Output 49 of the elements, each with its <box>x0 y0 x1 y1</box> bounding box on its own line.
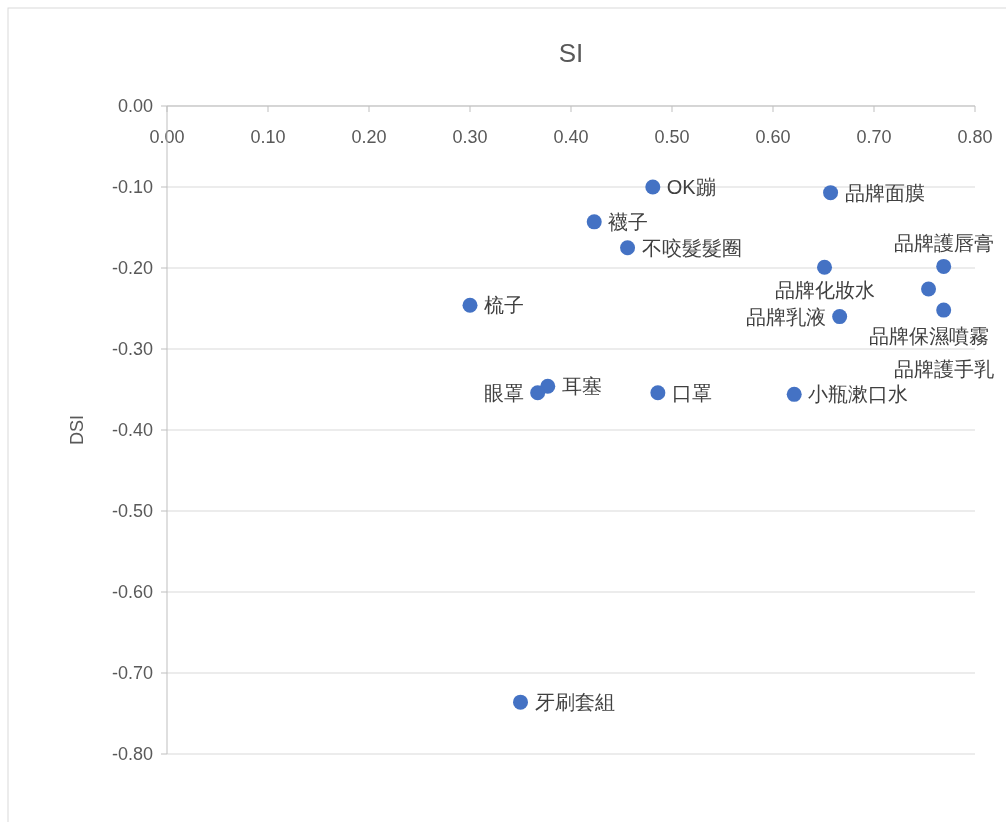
x-tick-label: 0.70 <box>856 127 892 147</box>
annotation: 眼罩 <box>483 381 524 404</box>
y-axis-title: DSI <box>67 414 87 446</box>
point <box>620 240 636 256</box>
point <box>650 385 666 401</box>
point <box>817 259 833 275</box>
y-tick-label: -0.80 <box>111 744 153 764</box>
y-tick-label: -0.70 <box>111 663 153 683</box>
annotation: 耳塞 <box>561 375 602 398</box>
annotation: 不咬髮髮圈 <box>641 236 742 259</box>
x-tick-label: 0.80 <box>957 127 993 147</box>
point <box>586 214 602 230</box>
x-tick-label: 0.20 <box>351 127 387 147</box>
y-tick-label: -0.10 <box>111 177 153 197</box>
point <box>936 302 952 318</box>
annotation: 梳子 <box>484 294 524 317</box>
y-tick-label: -0.50 <box>111 501 153 521</box>
point <box>832 309 848 325</box>
point <box>462 297 478 313</box>
y-tick-label: -0.40 <box>111 420 153 440</box>
x-tick-label: 0.60 <box>755 127 791 147</box>
annotation: 品牌護唇膏 <box>893 232 994 255</box>
point <box>936 258 952 274</box>
annotation: 品牌乳液 <box>745 305 826 328</box>
annotation: 牙刷套組 <box>534 691 615 714</box>
annotation: 品牌保濕噴霧 <box>868 325 989 348</box>
y-tick-label: 0.00 <box>117 96 153 116</box>
x-tick-label: 0.30 <box>452 127 488 147</box>
annotation: 小瓶漱口水 <box>808 383 909 406</box>
annotation: 品牌護手乳 <box>893 358 994 381</box>
point <box>530 385 546 401</box>
point <box>645 179 661 195</box>
point <box>513 694 528 710</box>
y-tick-label: -0.20 <box>111 258 153 278</box>
x-tick-label: 0.00 <box>149 127 185 147</box>
y-tick-label: -0.60 <box>111 582 153 602</box>
point <box>921 281 937 297</box>
annotation: 品牌面膜 <box>844 181 925 204</box>
annotation: 襪子 <box>608 210 649 233</box>
point <box>786 386 802 402</box>
point <box>823 185 839 201</box>
x-tick-label: 0.10 <box>250 127 286 147</box>
x-tick-label: 0.50 <box>654 127 690 147</box>
chart-title: SI <box>558 38 584 68</box>
annotation: OK蹦 <box>666 176 716 198</box>
annotation: 口罩 <box>671 381 712 404</box>
x-tick-label: 0.40 <box>553 127 589 147</box>
y-tick-label: -0.30 <box>111 339 153 359</box>
annotation: 品牌化妝水 <box>774 279 875 302</box>
